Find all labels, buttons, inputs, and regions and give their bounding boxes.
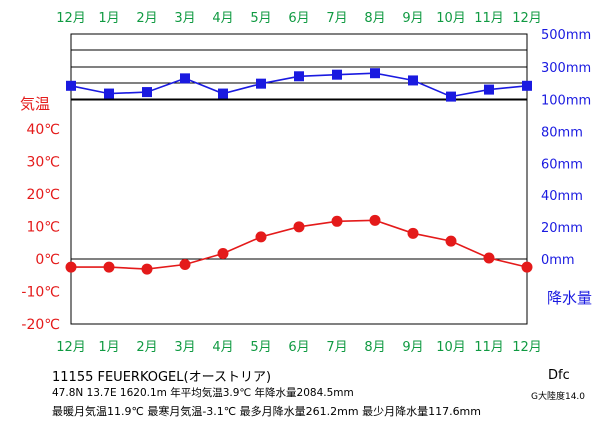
precip-point-8 [370,68,380,79]
continentality-index: G大陸度14.0 [531,392,586,402]
temp-tick-2: 20℃ [26,187,60,203]
precip-tick-0: 500mm [541,28,591,43]
temp-tick-0: 40℃ [26,122,60,138]
precip-tick-7: 0mm [541,253,575,268]
month-label-bottom-2: 2月 [136,340,157,355]
precip-point-12 [522,80,532,91]
precip-tick-6: 20mm [541,221,583,236]
temp-point-0 [65,261,77,273]
month-label-bottom-8: 8月 [364,340,385,355]
precip-point-2 [142,87,152,98]
temp-point-3 [179,259,191,271]
month-label-top-8: 8月 [364,11,385,26]
month-label-bottom-7: 7月 [326,340,347,355]
month-label-bottom-9: 9月 [402,340,423,355]
month-label-top-10: 10月 [436,11,466,26]
precip-axis-label: 降水量 [547,289,592,307]
month-label-bottom-10: 10月 [436,340,466,355]
temp-point-12 [521,261,533,273]
precip-point-5 [256,78,266,89]
precip-tick-2: 100mm [541,94,591,109]
climate-classification: Dfc [548,368,570,383]
month-label-bottom-6: 6月 [288,340,309,355]
temp-point-5 [255,231,267,243]
month-label-top-12: 12月 [512,11,542,26]
temp-point-4 [217,247,229,259]
month-label-bottom-4: 4月 [212,340,233,355]
month-label-top-0: 12月 [56,11,86,26]
precip-point-0 [66,80,76,91]
precip-point-6 [294,71,304,82]
temp-tick-6: -20℃ [21,317,60,333]
temp-tick-1: 30℃ [26,155,60,171]
precip-point-11 [484,84,494,95]
precip-point-4 [218,88,228,99]
temp-point-2 [141,263,153,275]
month-label-bottom-5: 5月 [250,340,271,355]
month-label-bottom-12: 12月 [512,340,542,355]
month-label-top-3: 3月 [174,11,195,26]
precip-point-3 [180,73,190,84]
temp-tick-3: 10℃ [26,220,60,236]
month-label-top-4: 4月 [212,11,233,26]
temp-tick-5: -10℃ [21,285,60,301]
temp-point-11 [483,252,495,264]
temp-point-10 [445,235,457,247]
temp-point-6 [293,221,305,233]
month-label-top-1: 1月 [98,11,119,26]
month-label-top-7: 7月 [326,11,347,26]
month-label-bottom-11: 11月 [474,340,504,355]
precip-tick-4: 60mm [541,157,583,172]
month-label-top-6: 6月 [288,11,309,26]
month-label-bottom-1: 1月 [98,340,119,355]
precip-point-1 [104,88,114,99]
precip-point-7 [332,69,342,80]
temp-point-7 [331,215,343,227]
precip-tick-3: 80mm [541,125,583,140]
temp-tick-4: 0℃ [35,252,60,268]
temp-point-1 [103,261,115,273]
month-label-top-2: 2月 [136,11,157,26]
precip-tick-1: 300mm [541,61,591,76]
temp-axis-label: 気温 [20,95,50,113]
station-details-line2: 最暖月気温11.9℃ 最寒月気温-3.1℃ 最多月降水量261.2mm 最少月降… [52,405,481,418]
month-label-top-5: 5月 [250,11,271,26]
precip-tick-5: 40mm [541,189,583,204]
temp-point-9 [407,227,419,239]
month-label-top-9: 9月 [402,11,423,26]
month-label-bottom-0: 12月 [56,340,86,355]
month-label-top-11: 11月 [474,11,504,26]
precip-point-10 [446,91,456,102]
station-name: 11155 FEUERKOGEL(オーストリア) [52,370,272,385]
station-details-line1: 47.8N 13.7E 1620.1m 年平均気温3.9℃ 年降水量2084.5… [52,387,354,399]
precip-point-9 [408,75,418,86]
month-label-bottom-3: 3月 [174,340,195,355]
temp-point-8 [369,214,381,226]
